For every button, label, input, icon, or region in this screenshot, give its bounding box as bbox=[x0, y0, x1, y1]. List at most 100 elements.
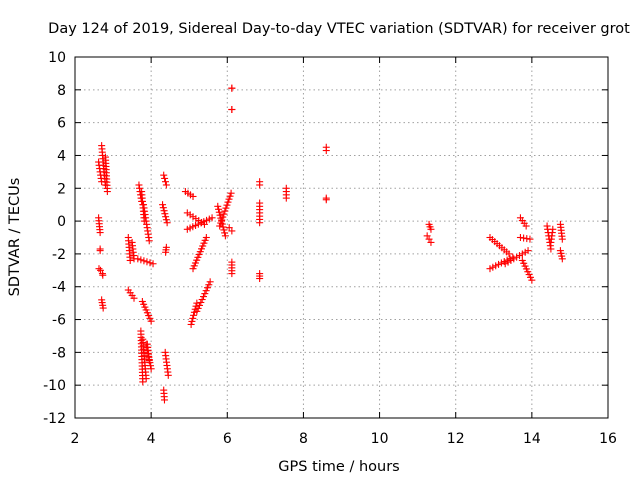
data-point bbox=[126, 256, 134, 264]
y-tick-label: -12 bbox=[43, 411, 66, 427]
data-point bbox=[223, 201, 231, 209]
data-point bbox=[558, 235, 566, 243]
data-point bbox=[137, 256, 145, 264]
data-point bbox=[134, 255, 142, 263]
x-tick-label: 2 bbox=[71, 431, 80, 447]
y-tick-label: 4 bbox=[57, 148, 66, 164]
chart-title: Day 124 of 2019, Sidereal Day-to-day VTE… bbox=[48, 21, 630, 37]
x-tick-labels: 2 4 6 8 10 12 14 16 bbox=[71, 431, 617, 447]
data-point bbox=[256, 275, 264, 283]
y-axis-label: SDTVAR / TECUs bbox=[7, 178, 23, 297]
data-point bbox=[99, 271, 107, 279]
grid-lines bbox=[75, 57, 608, 418]
data-point bbox=[199, 293, 207, 301]
data-point bbox=[549, 225, 557, 233]
data-point bbox=[206, 278, 214, 286]
data-point bbox=[145, 237, 153, 245]
y-tick-label: -6 bbox=[52, 313, 66, 329]
data-point bbox=[197, 298, 205, 306]
data-point bbox=[146, 259, 154, 267]
data-point bbox=[221, 229, 229, 237]
data-point bbox=[188, 317, 196, 325]
data-point bbox=[221, 207, 229, 215]
data-point bbox=[164, 371, 172, 379]
data-point bbox=[322, 196, 330, 204]
data-point bbox=[256, 219, 264, 227]
data-point bbox=[160, 396, 168, 404]
data-point bbox=[228, 84, 236, 92]
y-tick-label: 2 bbox=[57, 181, 66, 197]
data-point bbox=[208, 214, 216, 222]
data-point bbox=[558, 255, 566, 263]
y-tick-label: 10 bbox=[48, 50, 66, 66]
data-point bbox=[224, 198, 232, 206]
y-tick-label: -4 bbox=[52, 280, 66, 296]
data-point bbox=[139, 378, 147, 386]
x-tick-label: 8 bbox=[299, 431, 308, 447]
data-point bbox=[162, 216, 170, 224]
data-point bbox=[215, 208, 223, 216]
x-tick-label: 6 bbox=[223, 431, 232, 447]
data-point bbox=[526, 235, 534, 243]
data-point bbox=[130, 294, 138, 302]
data-point bbox=[147, 362, 155, 370]
data-point bbox=[216, 211, 224, 219]
data-point bbox=[203, 284, 211, 292]
data-point bbox=[205, 281, 213, 289]
data-point bbox=[547, 245, 555, 253]
data-point bbox=[96, 229, 104, 237]
data-point bbox=[96, 247, 104, 255]
data-point bbox=[198, 296, 206, 304]
data-point bbox=[322, 147, 330, 155]
data-point bbox=[163, 219, 171, 227]
data-point bbox=[214, 202, 222, 210]
x-tick-label: 16 bbox=[599, 431, 617, 447]
data-point bbox=[220, 210, 228, 218]
data-points bbox=[95, 84, 566, 404]
data-point bbox=[193, 307, 201, 315]
y-tick-label: 0 bbox=[57, 214, 66, 230]
data-point bbox=[194, 304, 202, 312]
data-point bbox=[189, 192, 197, 200]
data-point bbox=[95, 265, 103, 273]
y-tick-label: 6 bbox=[57, 116, 66, 132]
data-point bbox=[145, 356, 153, 364]
data-point bbox=[190, 311, 198, 319]
data-point bbox=[160, 207, 168, 215]
x-tick-label: 14 bbox=[523, 431, 541, 447]
data-point bbox=[218, 220, 226, 228]
data-point bbox=[282, 194, 290, 202]
data-point bbox=[215, 205, 223, 213]
data-point bbox=[143, 258, 151, 266]
data-point bbox=[143, 346, 151, 354]
data-point bbox=[228, 227, 236, 235]
data-point bbox=[144, 349, 152, 357]
data-point bbox=[159, 204, 167, 212]
x-tick-label: 4 bbox=[147, 431, 156, 447]
data-point bbox=[145, 352, 153, 360]
axis-ticks bbox=[74, 56, 609, 419]
data-point bbox=[228, 106, 236, 114]
data-point bbox=[162, 248, 170, 256]
x-axis-label: GPS time / hours bbox=[278, 459, 399, 475]
data-point bbox=[187, 320, 195, 328]
y-tick-label: -2 bbox=[52, 247, 66, 263]
data-point bbox=[256, 181, 264, 189]
data-point bbox=[524, 247, 532, 255]
data-point bbox=[427, 238, 435, 246]
data-point bbox=[225, 195, 233, 203]
data-point bbox=[202, 287, 210, 295]
data-point bbox=[147, 365, 155, 373]
data-point bbox=[142, 375, 150, 383]
data-point bbox=[227, 189, 235, 197]
data-point bbox=[505, 250, 513, 258]
data-point bbox=[228, 270, 236, 278]
data-point bbox=[161, 178, 169, 186]
data-point bbox=[161, 174, 169, 182]
data-point bbox=[160, 171, 168, 179]
data-point bbox=[147, 317, 155, 325]
data-point bbox=[522, 222, 530, 230]
data-point bbox=[149, 260, 157, 268]
data-point bbox=[162, 213, 170, 221]
